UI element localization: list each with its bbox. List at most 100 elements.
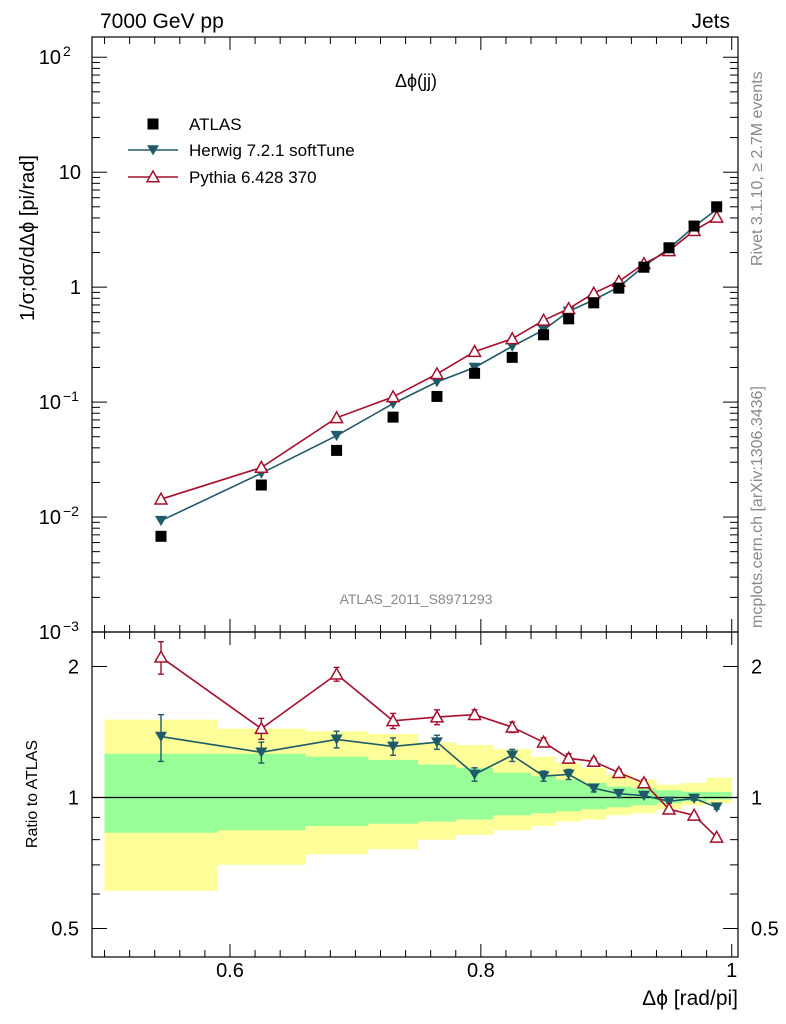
analysis-watermark: ATLAS_2011_S8971293 — [340, 591, 493, 607]
pythia-6-428-370-ratio-point — [611, 765, 627, 779]
pythia-6-428-370-ratio-point — [467, 707, 482, 721]
legend: ATLAS Herwig 7.2.1 softTune Pythia 6.428 3… — [128, 115, 355, 187]
herwig-7-2-1-softtune-legend-marker — [147, 145, 159, 156]
herwig-7-2-1-softtune-ratio-point — [637, 790, 650, 801]
ratio-y-tick-label-right: 2 — [751, 656, 762, 678]
herwig-7-2-1-softtune-ratio-point — [663, 796, 676, 807]
pythia-6-428-370-ratio-point — [661, 801, 677, 815]
pythia-6-428-370-ratio-point — [329, 666, 344, 680]
main-y-tick-exponent: −1 — [63, 388, 79, 404]
rivet-label: Rivet 3.1.10, ≥ 2.7M events — [749, 71, 766, 266]
ratio-frame — [91, 631, 739, 958]
main-y-tick-exponent: 2 — [63, 43, 71, 59]
herwig-7-2-1-softtune-ratio-point — [710, 802, 723, 813]
herwig-7-2-1-softtune-ratio-point — [387, 741, 400, 752]
herwig-7-2-1-softtune-ratio-point — [537, 771, 550, 782]
pythia-6-428-370-legend-label: Pythia 6.428 370 — [189, 168, 317, 187]
atlas-point — [387, 411, 399, 423]
pythia-6-428-370-line — [160, 216, 718, 500]
main-y-axis-label: 1/σ;dσ/dΔϕ [pi/rad] — [17, 155, 39, 321]
x-axis-label: Δϕ [rad/pi] — [642, 987, 738, 1010]
herwig-7-2-1-softtune-ratio-point — [255, 747, 268, 758]
herwig-7-2-1-softtune-point — [430, 377, 443, 388]
atlas-point — [613, 282, 625, 294]
atlas-point — [588, 297, 600, 309]
pythia-6-428-370-ratio-point — [385, 713, 401, 727]
atlas-point — [688, 220, 700, 232]
pythia-6-428-370-ratio-point — [536, 734, 551, 748]
herwig-7-2-1-softtune-ratio-point — [430, 737, 443, 748]
mcplots-label: mcplots.cern.ch [arXiv:1306.3436] — [749, 386, 766, 628]
atlas-point — [469, 367, 481, 379]
pythia-6-428-370-ratio-point — [586, 753, 602, 767]
herwig-7-2-1-softtune-point — [330, 430, 343, 442]
atlas-point — [155, 530, 167, 542]
header-right: Jets — [691, 10, 730, 33]
atlas-point — [638, 261, 650, 273]
pythia-6-428-370-point — [429, 366, 445, 380]
pythia-6-428-370-point — [153, 491, 169, 505]
herwig-7-2-1-softtune-ratio-point — [330, 734, 343, 745]
ratio-y-tick-label-right: 1 — [751, 787, 762, 809]
pythia-6-428-370-ratio-point — [254, 721, 269, 735]
atlas-point — [538, 329, 550, 341]
ratio-green-band — [104, 753, 732, 833]
main-title: Δϕ(jj) — [395, 71, 437, 91]
herwig-7-2-1-softtune-line — [160, 208, 718, 522]
ratio-y-tick-label-right: 0.5 — [751, 918, 779, 940]
x-tick-label: 1 — [726, 960, 737, 982]
pythia-6-428-370-point — [329, 410, 344, 424]
main-y-tick-exponent: −2 — [63, 503, 79, 519]
ratio-y-axis-label: Ratio to ATLAS — [24, 740, 41, 848]
main-y-tick-label: 10 — [39, 392, 61, 414]
pythia-6-428-370-point — [254, 459, 269, 474]
pythia-6-428-370-ratio-point — [709, 829, 724, 843]
pythia-6-428-370-point — [467, 344, 482, 358]
herwig-7-2-1-softtune-ratio-point — [506, 750, 519, 761]
atlas-legend-label: ATLAS — [189, 115, 242, 134]
pythia-6-428-370-ratio-point — [153, 649, 169, 663]
herwig-7-2-1-softtune-ratio-point — [587, 783, 600, 794]
pythia-6-428-370-ratio-point — [561, 750, 576, 764]
ratio-y-tick-label: 0.5 — [51, 918, 79, 940]
pythia-6-428-370-point — [586, 285, 602, 299]
main-y-tick-label: 10 — [39, 622, 61, 644]
main-y-tick-label: 10 — [39, 47, 61, 69]
herwig-7-2-1-softtune-ratio-point — [468, 769, 481, 780]
herwig-7-2-1-softtune-legend-label: Herwig 7.2.1 softTune — [189, 141, 355, 160]
pythia-6-428-370-point — [709, 209, 724, 223]
ratio-y-tick-label: 2 — [68, 656, 79, 678]
atlas-point — [711, 201, 723, 213]
x-tick-label: 0.6 — [216, 960, 244, 982]
atlas-point — [563, 313, 575, 325]
header-left: 7000 GeV pp — [100, 10, 224, 33]
herwig-7-2-1-softtune-point — [154, 515, 167, 527]
main-y-tick-label: 10 — [59, 162, 81, 184]
atlas-point — [255, 479, 267, 491]
pythia-6-428-370-ratio-point — [686, 807, 702, 821]
pythia-6-428-370-ratio-point — [636, 775, 652, 789]
ratio-plot: 0.5 0.5 1 1 2 2 0.6 0.8 1 Ratio to ATLAS Δϕ [rad… — [24, 631, 779, 1010]
x-tick-label: 0.8 — [467, 960, 495, 982]
pythia-6-428-370-point — [536, 312, 551, 326]
pythia-6-428-370-ratio-point — [504, 719, 520, 733]
main-y-tick-exponent: −3 — [63, 618, 79, 634]
pythia-6-428-370-ratio-point — [429, 709, 445, 723]
pythia-6-428-370-point — [385, 389, 401, 403]
herwig-7-2-1-softtune-ratio-point — [612, 788, 625, 800]
herwig-7-2-1-softtune-ratio-point — [688, 793, 701, 804]
main-y-tick-label: 1 — [70, 277, 81, 299]
ratio-y-tick-label: 1 — [68, 787, 79, 809]
pythia-6-428-370-point — [504, 331, 520, 345]
atlas-point — [331, 444, 343, 456]
herwig-7-2-1-softtune-point — [468, 362, 481, 373]
atlas-legend-marker — [147, 118, 159, 130]
atlas-point — [431, 390, 443, 402]
herwig-7-2-1-softtune-ratio-point — [562, 769, 575, 780]
herwig-7-2-1-softtune-ratio-point — [154, 731, 167, 742]
main-y-tick-label: 10 — [39, 507, 61, 529]
atlas-point — [506, 351, 518, 363]
atlas-point — [663, 242, 675, 254]
